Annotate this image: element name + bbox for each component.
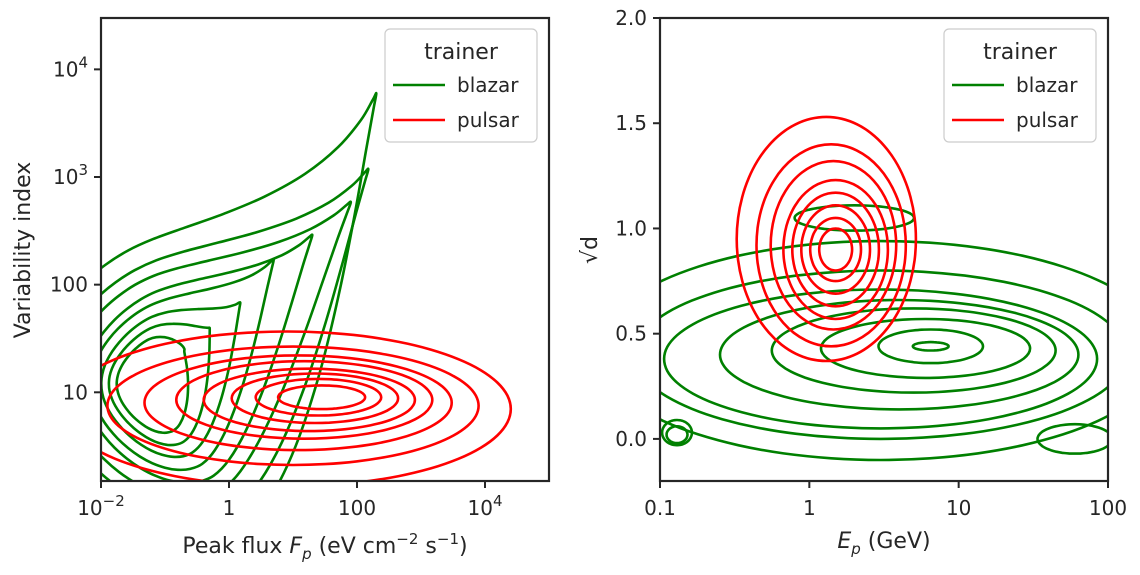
left-blazar-contour-1 — [101, 167, 370, 481]
right-blazar-contour-7 — [911, 340, 950, 352]
left-legend: trainer blazar pulsar — [384, 28, 538, 143]
left-y-axis-label: Variability index — [11, 162, 36, 339]
right-x-tick-label-0: 0.1 — [644, 496, 676, 520]
right-blazar-contour-1 — [660, 269, 1108, 441]
left-x-axis-label: Peak flux Fp (eV cm−2 s−1) — [182, 530, 467, 563]
right-pulsar-contour-7 — [817, 227, 854, 272]
left-x-ticks: 10−2 1 100 104 — [77, 481, 503, 520]
right-legend-box — [943, 28, 1097, 143]
right-blazar-contour-4 — [770, 307, 1057, 394]
left-pulsar-contour-7 — [276, 384, 367, 411]
right-blazar-contour-9 — [665, 425, 689, 445]
right-y-axis-label: √d — [578, 236, 603, 264]
left-legend-blazar-label: blazar — [457, 73, 519, 97]
right-blazar-contour-0 — [660, 239, 1108, 462]
right-pulsar-contour-5 — [800, 204, 872, 295]
right-x-axis-label: Ep (GeV) — [837, 529, 930, 558]
left-blazar-contour-4 — [101, 257, 276, 472]
right-contours — [660, 115, 1108, 462]
right-plot: 0.1 1 10 100 0.0 0.5 1.0 1.5 2.0 Ep (GeV) √d tr… — [578, 6, 1127, 558]
right-y-tick-label-4: 2.0 — [615, 6, 647, 30]
right-blazar-contour-10 — [1036, 422, 1108, 455]
right-x-tick-label-2: 10 — [946, 496, 971, 520]
right-blazar-contour-8 — [660, 418, 694, 447]
left-y-tick-label-1: 100 — [50, 273, 88, 297]
right-axes-frame — [658, 16, 1110, 483]
left-blazar-contour-2 — [101, 200, 353, 481]
left-y-tick-label-0: 10 — [63, 380, 88, 404]
left-legend-pulsar-label: pulsar — [457, 108, 520, 132]
left-legend-title: trainer — [424, 40, 499, 65]
left-x-tick-label-0: 10−2 — [77, 492, 125, 520]
left-contours — [101, 91, 513, 481]
right-blazar-contour-2 — [662, 288, 1099, 430]
right-legend-title: trainer — [983, 40, 1058, 65]
right-y-tick-label-1: 0.5 — [615, 322, 647, 346]
right-blazar-contour-3 — [718, 298, 1080, 411]
right-x-ticks: 0.1 1 10 100 — [644, 481, 1127, 520]
left-blazar-contour-0 — [101, 91, 378, 481]
left-x-tick-label-1: 1 — [223, 496, 236, 520]
right-pulsar-contour-2 — [769, 159, 898, 331]
left-pulsar-contour-4 — [202, 367, 417, 433]
right-y-tick-label-0: 0.0 — [615, 427, 647, 451]
left-x-tick-label-2: 100 — [338, 496, 376, 520]
left-pulsar-contour-1 — [106, 345, 480, 467]
right-y-ticks: 0.0 0.5 1.0 1.5 2.0 — [615, 6, 660, 451]
right-pulsar-contour-1 — [755, 143, 908, 348]
right-y-tick-label-2: 1.0 — [615, 216, 647, 240]
left-y-tick-label-3: 104 — [53, 53, 88, 81]
left-pulsar-contour-2 — [143, 354, 453, 452]
right-pulsar-contour-4 — [791, 191, 881, 308]
right-pulsar-contour-3 — [782, 178, 890, 321]
right-legend-pulsar-label: pulsar — [1016, 108, 1079, 132]
left-blazar-contour-6 — [107, 322, 212, 447]
left-y-ticks: 10 100 103 104 — [50, 53, 101, 404]
left-pulsar-contour-3 — [175, 359, 434, 440]
left-pulsar-contour-0 — [101, 330, 513, 481]
right-pulsar-contour-0 — [735, 115, 918, 363]
right-y-tick-label-3: 1.5 — [615, 111, 647, 135]
left-y-tick-label-2: 103 — [53, 161, 88, 189]
right-blazar-contour-6 — [877, 328, 985, 365]
left-pulsar-contour-6 — [254, 377, 383, 417]
right-x-tick-label-3: 100 — [1089, 496, 1127, 520]
left-x-tick-label-3: 104 — [468, 492, 503, 520]
left-blazar-contour-3 — [101, 233, 314, 481]
right-pulsar-contour-6 — [808, 216, 863, 283]
left-pulsar-contour-5 — [230, 372, 400, 425]
right-blazar-contour-11 — [793, 204, 916, 232]
left-plot: 10−2 1 100 104 10 100 103 104 Peak flux Fp (eV… — [11, 16, 551, 563]
left-axes-frame — [99, 16, 551, 483]
right-legend: trainer blazar pulsar — [943, 28, 1097, 143]
right-x-tick-label-1: 1 — [803, 496, 816, 520]
right-legend-blazar-label: blazar — [1016, 73, 1078, 97]
right-blazar-contour-5 — [819, 317, 1032, 380]
left-legend-box — [384, 28, 538, 143]
